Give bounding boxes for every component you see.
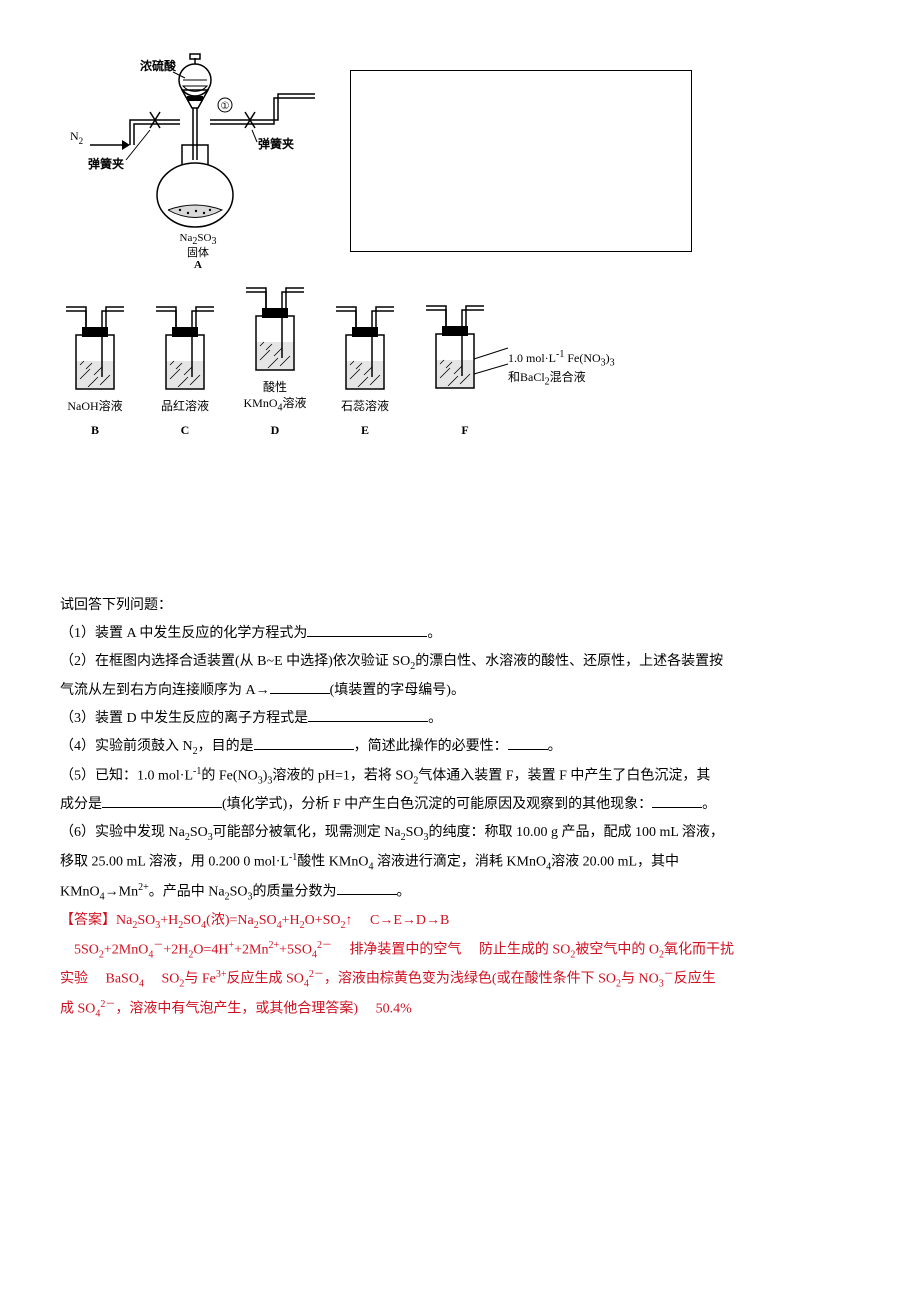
answer-line1: 【答案】Na2SO3+H2SO4(浓)=Na2SO4+H2O+SO2↑ C→E→… [60, 907, 860, 936]
q6-line2: 移取 25.00 mL 溶液，用 0.200 0 mol·L-1酸性 KMnO4… [60, 848, 860, 877]
answer-line2: 5SO2+2MnO4－+2H2O=4H++2Mn2++5SO42－ 排净装置中的… [60, 936, 860, 965]
q3: （3）装置 D 中发生反应的离子方程式是。 [60, 705, 860, 733]
bottle-icon [240, 286, 310, 376]
flask-apparatus-svg: 浓硫酸 N2 弹簧夹 弹簧夹 ① [60, 50, 320, 260]
spring-clip-left: 弹簧夹 [88, 156, 124, 171]
bottle-icon [330, 305, 400, 395]
bottle-D-letter: D [271, 418, 280, 442]
q5-line1: （5）已知：1.0 mol·L-1的 Fe(NO3)3溶液的 pH=1，若将 S… [60, 762, 860, 791]
q6-line3: KMnO4→Mn2+。产品中 Na2SO3的质量分数为。 [60, 878, 860, 907]
n2-label: N2 [70, 129, 83, 146]
bottle-E-letter: E [361, 418, 369, 442]
answer-line3: 实验 BaSO4 SO2与 Fe3+反应生成 SO42－，溶液由棕黄色变为浅绿色… [60, 965, 860, 994]
q4: （4）实验前须鼓入 N2，目的是，简述此操作的必要性：。 [60, 733, 860, 762]
q6-line1: （6）实验中发现 Na2SO3可能部分被氧化，现需测定 Na2SO3的纯度：称取… [60, 819, 860, 848]
apparatus-diagram: 浓硫酸 N2 弹簧夹 弹簧夹 ① Na2SO3 固体 A [60, 50, 860, 442]
q2-line1: （2）在框图内选择合适装置(从 B~E 中选择)依次验证 SO2的漂白性、水溶液… [60, 648, 860, 677]
placeholder-box [350, 70, 692, 252]
bottle-F: F [420, 304, 510, 442]
question-text: 试回答下列问题： （1）装置 A 中发生反应的化学方程式为。 （2）在框图内选择… [60, 592, 860, 1024]
bottle-C: 品红溶液 C [150, 305, 220, 443]
bottle-E-label: 石蕊溶液 [341, 399, 389, 415]
q2-line2: 气流从左到右方向连接顺序为 A→(填装置的字母编号)。 [60, 677, 860, 705]
intro: 试回答下列问题： [60, 592, 860, 620]
bottle-F-letter: F [461, 418, 468, 442]
acid-label: 浓硫酸 [140, 58, 177, 73]
bottle-B-letter: B [91, 418, 99, 442]
bottle-icon [150, 305, 220, 395]
bottle-D-label: 酸性 KMnO4溶液 [243, 380, 306, 414]
bottle-icon [420, 304, 510, 394]
spring-clip-right: 弹簧夹 [258, 136, 294, 151]
top-apparatus: 浓硫酸 N2 弹簧夹 弹簧夹 ① [60, 50, 860, 260]
bottle-C-letter: C [181, 418, 190, 442]
q5-line2: 成分是(填化学式)，分析 F 中产生白色沉淀的可能原因及观察到的其他现象：。 [60, 791, 860, 819]
bottle-B: NaOH溶液 B [60, 305, 130, 443]
bottle-icon [60, 305, 130, 395]
bottle-B-label: NaOH溶液 [67, 399, 122, 415]
bottle-C-label: 品红溶液 [161, 399, 209, 415]
bottle-F-group: F 1.0 mol·L-1 Fe(NO3)3 和BaCl2混合液 [420, 304, 615, 442]
bottle-D: 酸性 KMnO4溶液 D [240, 286, 310, 442]
circle-one: ① [221, 101, 230, 112]
answer-line4: 成 SO42－，溶液中有气泡产生，或其他合理答案) 50.4% [60, 995, 860, 1024]
bottles-row: NaOH溶液 B 品红溶液 C [60, 286, 860, 442]
bottle-E: 石蕊溶液 E [330, 305, 400, 443]
q1: （1）装置 A 中发生反应的化学方程式为。 [60, 620, 860, 648]
bottle-F-annotation: 1.0 mol·L-1 Fe(NO3)3 和BaCl2混合液 [508, 348, 615, 388]
